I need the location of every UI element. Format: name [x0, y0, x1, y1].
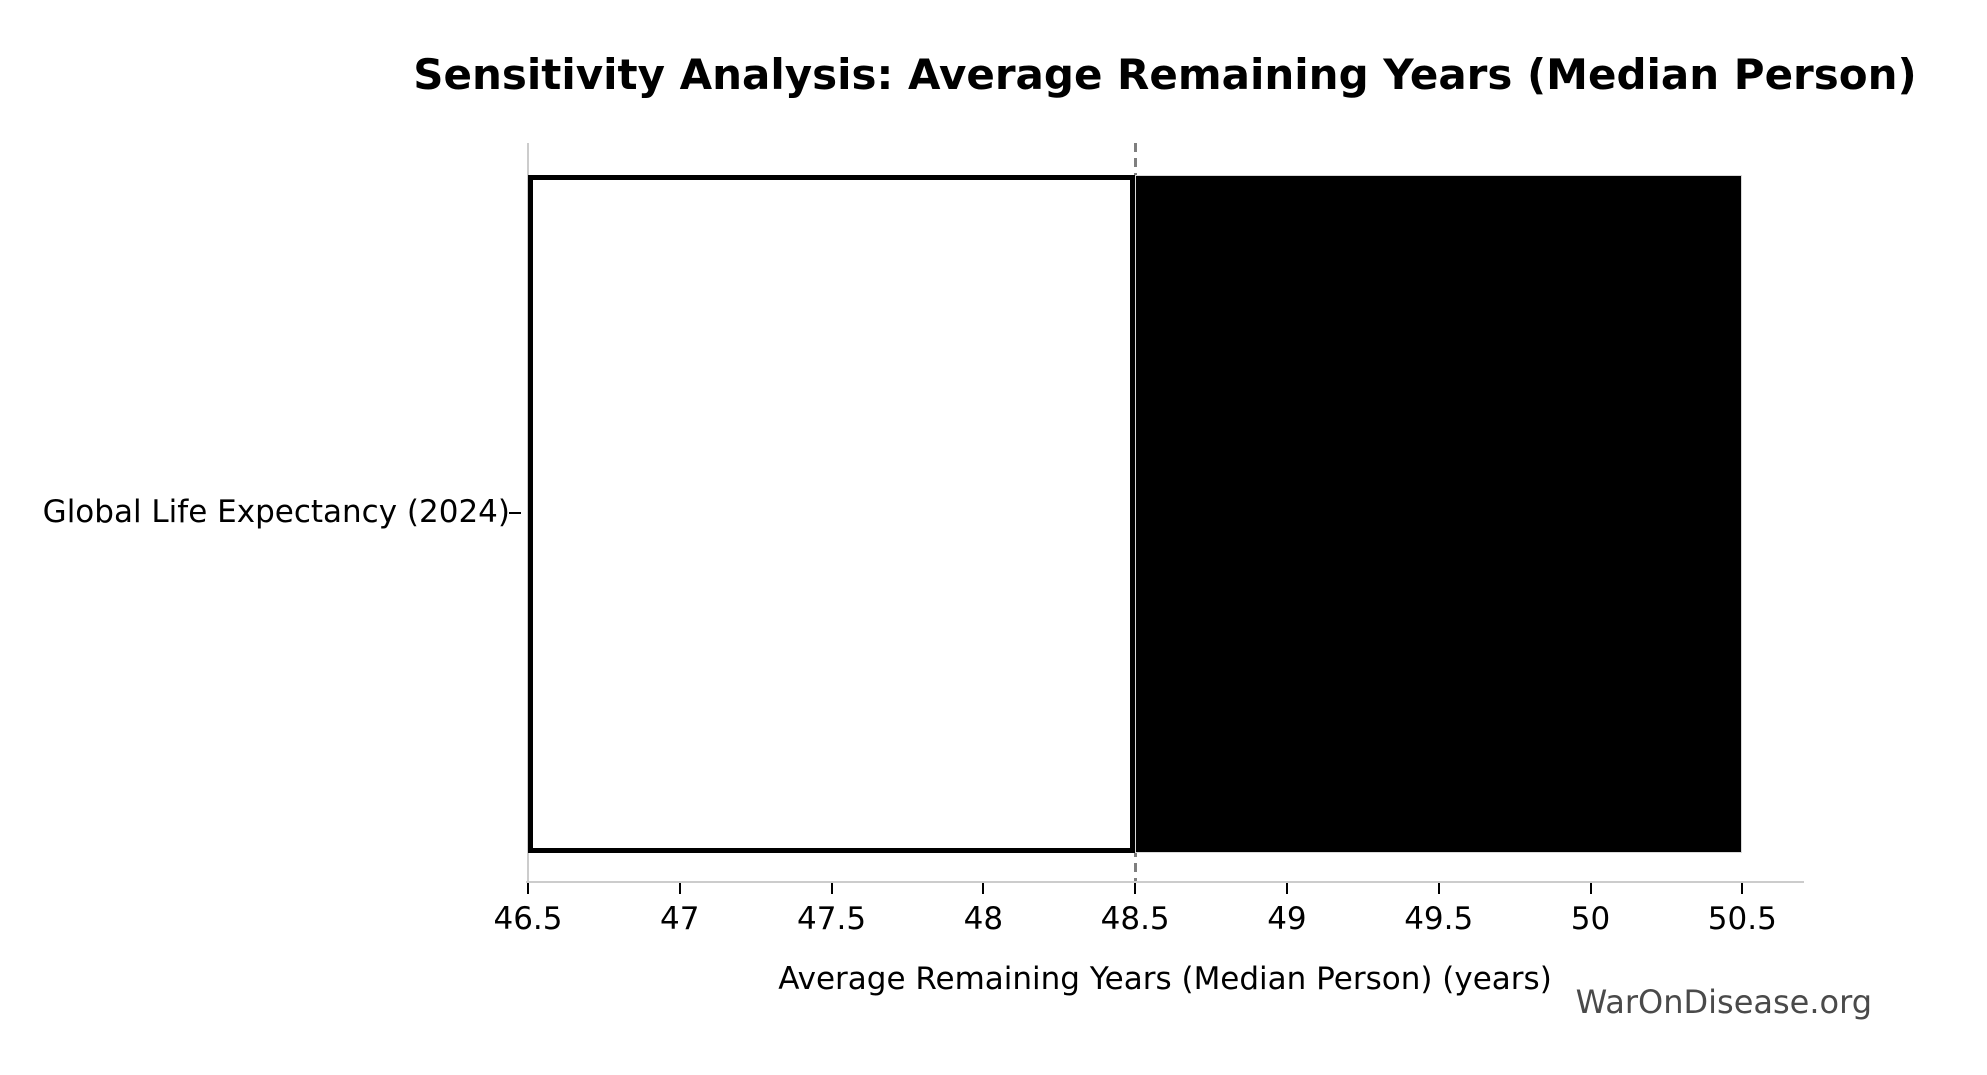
bar-segment-low — [528, 175, 1136, 853]
x-tick-label: 46.5 — [493, 901, 563, 937]
x-tick-label: 50 — [1570, 901, 1611, 937]
y-tick-label-category: Global Life Expectancy (2024) — [42, 494, 510, 530]
y-tick-mark — [509, 512, 521, 514]
x-tick-mark — [830, 883, 833, 894]
x-tick-label: 48 — [963, 901, 1004, 937]
x-tick-label: 47 — [660, 901, 700, 937]
x-tick-label: 48.5 — [1100, 901, 1170, 937]
x-tick-mark — [1437, 883, 1440, 894]
x-tick-mark — [1134, 883, 1137, 894]
chart-title: Sensitivity Analysis: Average Remaining … — [413, 50, 1917, 99]
x-tick-label: 47.5 — [797, 901, 867, 937]
bar-segment-high — [1135, 175, 1743, 853]
x-tick-mark — [527, 883, 529, 894]
x-tick-mark — [1741, 883, 1744, 894]
x-tick-label: 49 — [1267, 901, 1307, 937]
plot-area — [527, 143, 1803, 883]
watermark-text: WarOnDisease.org — [1575, 983, 1872, 1021]
x-axis-label: Average Remaining Years (Median Person) … — [778, 961, 1552, 997]
x-tick-label: 50.5 — [1707, 901, 1777, 937]
x-axis-spine — [526, 881, 1804, 883]
x-tick-mark — [1589, 883, 1592, 894]
x-tick-label: 49.5 — [1404, 901, 1474, 937]
x-tick-mark — [678, 883, 681, 894]
x-tick-mark — [1285, 883, 1288, 894]
x-tick-mark — [982, 883, 985, 894]
